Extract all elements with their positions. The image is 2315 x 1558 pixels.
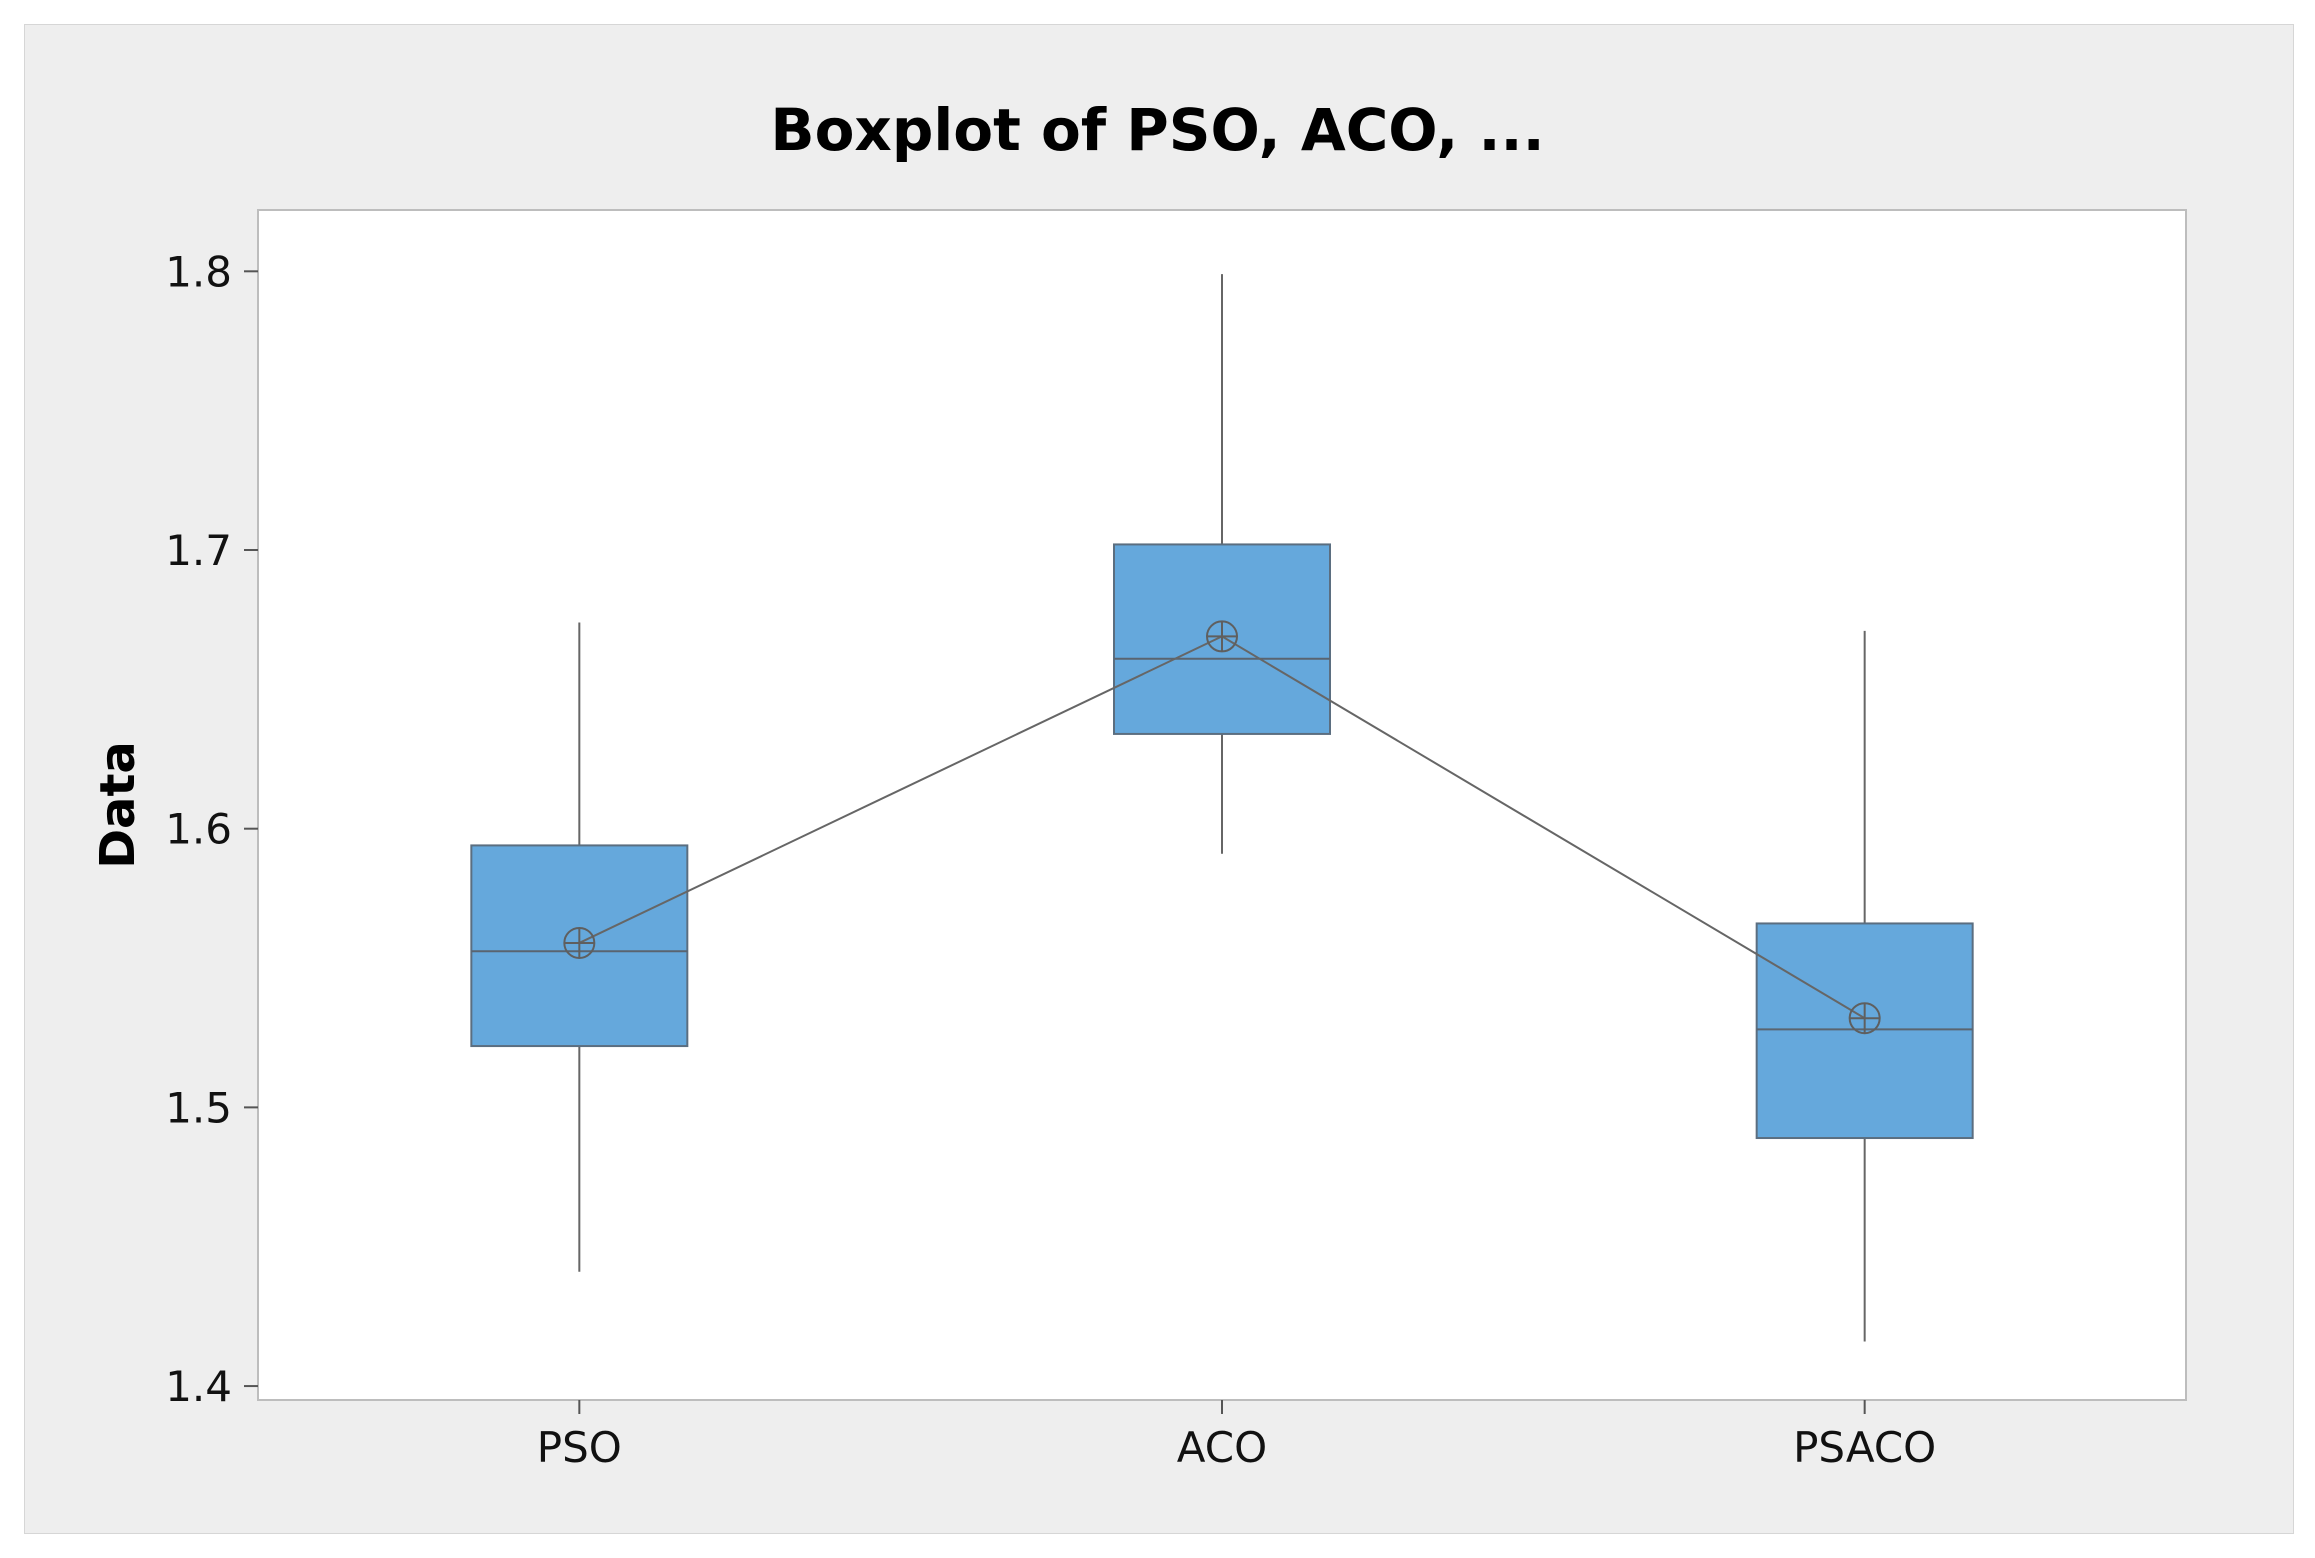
y-tick-label-3: 1.7 — [165, 526, 232, 575]
y-tick-label-2: 1.6 — [165, 805, 232, 854]
y-axis-label: Data — [90, 741, 146, 869]
whiskers — [578, 274, 1866, 1342]
x-axis: PSO ACO PSACO — [537, 1400, 1936, 1472]
x-tick-label-aco: ACO — [1177, 1423, 1267, 1472]
y-tick-label-4: 1.8 — [165, 247, 232, 296]
x-tick-label-psaco: PSACO — [1793, 1423, 1936, 1472]
y-tick-label-0: 1.4 — [165, 1362, 232, 1411]
x-tick-label-pso: PSO — [537, 1423, 622, 1472]
mean-marker-psaco — [1848, 1002, 1881, 1035]
y-axis: 1.4 1.5 1.6 1.7 1.8 — [165, 247, 258, 1411]
chart-title: Boxplot of PSO, ACO, ... — [770, 96, 1545, 164]
mean-markers — [563, 620, 1881, 1035]
y-tick-label-1: 1.5 — [165, 1083, 232, 1132]
mean-marker-pso — [563, 926, 596, 959]
mean-marker-aco — [1206, 620, 1238, 653]
